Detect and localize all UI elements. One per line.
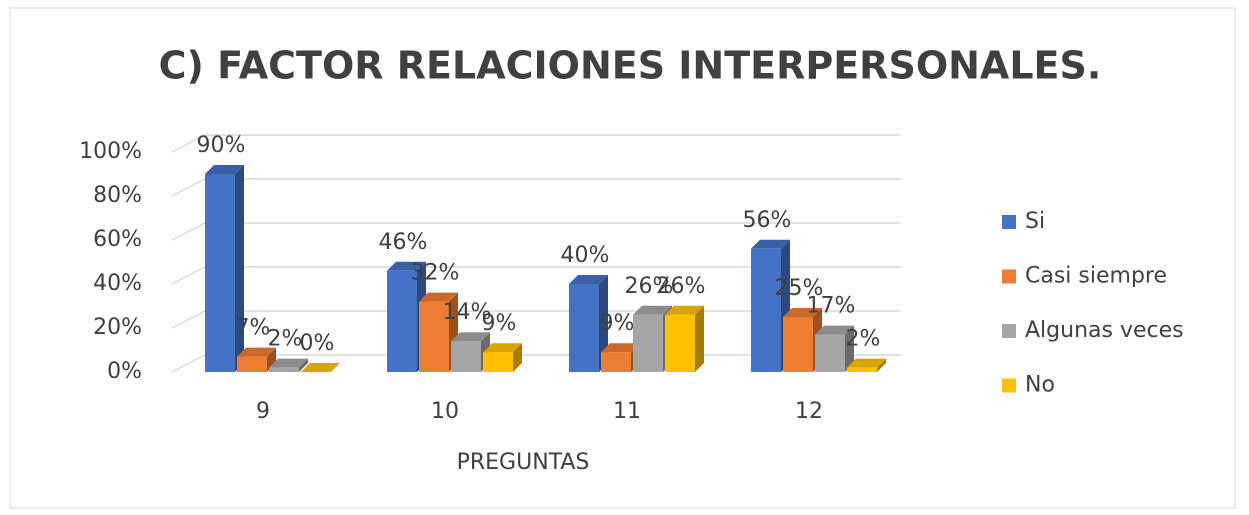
x-tick-label: 11 <box>613 399 641 424</box>
data-label: 0% <box>300 331 335 356</box>
data-label: 32% <box>411 261 460 286</box>
data-label: 40% <box>561 243 610 268</box>
bar-top <box>269 358 308 368</box>
bar-top <box>783 308 822 317</box>
bar <box>665 314 695 372</box>
bar-top <box>633 305 672 315</box>
bar <box>237 356 267 372</box>
bar <box>751 248 781 372</box>
bar <box>483 352 513 372</box>
bar-top <box>665 305 704 315</box>
bar-top <box>301 363 340 372</box>
data-label: 56% <box>743 208 792 233</box>
bar-side <box>845 325 854 372</box>
data-label: 46% <box>379 230 428 255</box>
legend-label: Si <box>1025 209 1045 234</box>
data-label: 2% <box>846 327 881 352</box>
legend-swatch <box>1002 378 1016 393</box>
legend-swatch <box>1002 324 1016 338</box>
y-tick-label: 80% <box>93 183 142 208</box>
bar-side <box>513 343 522 372</box>
bar-top <box>237 347 276 357</box>
grid-line <box>171 134 900 153</box>
bar <box>387 270 417 372</box>
x-axis-title: PREGUNTAS <box>457 450 590 475</box>
bar <box>269 367 299 372</box>
data-label: 14% <box>443 300 492 325</box>
y-tick-label: 60% <box>93 227 142 252</box>
bar <box>451 341 481 372</box>
data-label: 90% <box>197 133 246 158</box>
y-tick-label: 20% <box>93 315 142 340</box>
bar-top <box>451 332 490 342</box>
bar-top <box>847 358 886 368</box>
y-tick-label: 40% <box>93 271 142 296</box>
bar <box>419 301 449 372</box>
x-tick-label: 9 <box>256 399 270 424</box>
bar <box>847 367 877 372</box>
x-tick-label: 12 <box>795 399 823 424</box>
legend-label: No <box>1025 373 1055 398</box>
chart-title: C) FACTOR RELACIONES INTERPERSONALES. <box>159 44 1102 88</box>
bar-side <box>235 165 244 372</box>
legend-label: Algunas veces <box>1025 318 1184 343</box>
bar-side <box>267 347 276 372</box>
bar-side <box>299 358 308 372</box>
data-label: 25% <box>775 276 824 301</box>
data-label: 17% <box>807 294 856 319</box>
x-tick-label: 10 <box>431 399 459 424</box>
bar-top <box>601 343 640 353</box>
bar-top <box>751 239 790 249</box>
bar <box>205 174 235 372</box>
bar <box>633 314 663 372</box>
bar-top <box>815 325 854 335</box>
y-tick-label: 100% <box>79 139 142 164</box>
data-label: 26% <box>657 274 706 299</box>
bar <box>601 352 631 372</box>
legend-swatch <box>1002 269 1016 284</box>
legend-label: Casi siempre <box>1025 264 1167 289</box>
data-label: 2% <box>268 327 303 352</box>
data-label: 26% <box>625 274 674 299</box>
bar-top <box>419 292 458 302</box>
bar-side <box>695 305 704 372</box>
data-label: 9% <box>600 311 635 336</box>
bar-top <box>483 343 522 353</box>
data-label: 7% <box>236 316 271 341</box>
bar-top <box>387 261 426 271</box>
bar <box>783 317 813 372</box>
bar <box>815 334 845 372</box>
legend-swatch <box>1002 215 1016 229</box>
bar-top <box>569 275 608 284</box>
data-label: 9% <box>482 311 517 336</box>
bar-top <box>205 165 244 174</box>
bar-side <box>877 358 886 372</box>
bar <box>569 284 599 372</box>
y-tick-label: 0% <box>107 359 142 384</box>
